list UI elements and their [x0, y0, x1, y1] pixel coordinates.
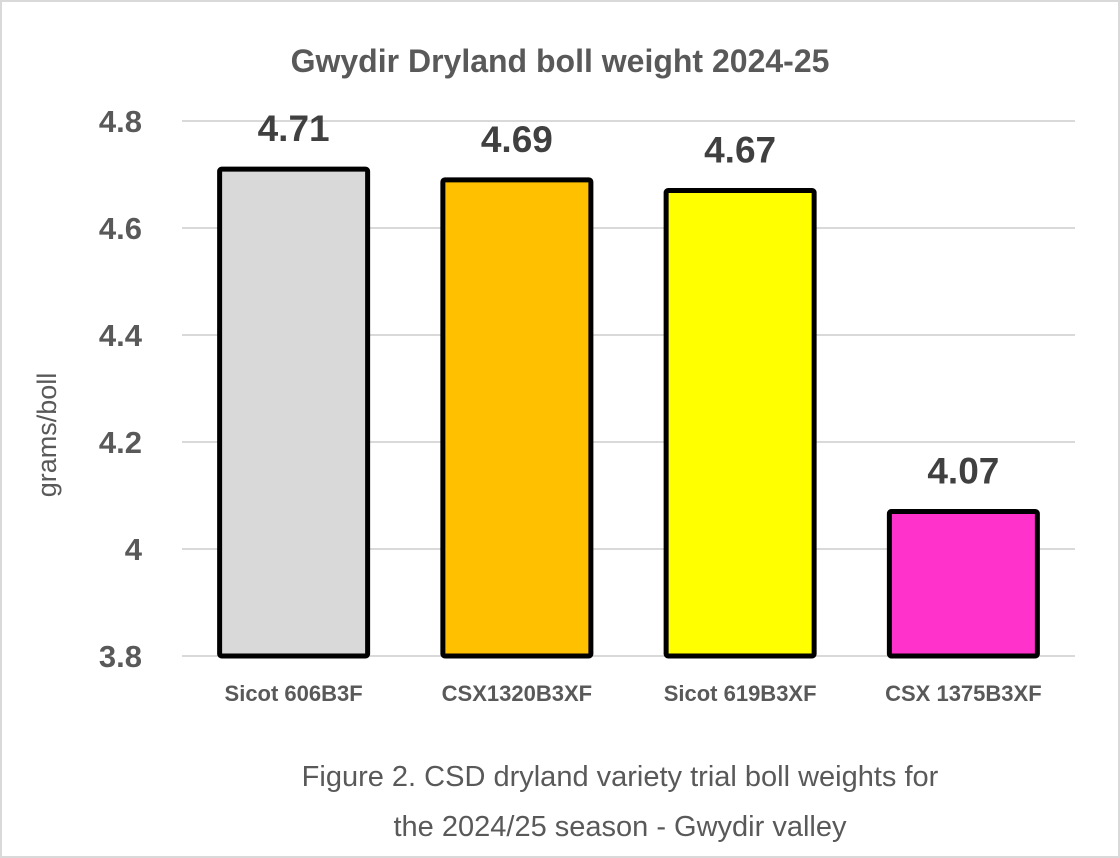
- y-tick-label: 4.2: [99, 425, 142, 460]
- x-category-label: CSX 1375B3XF: [885, 681, 1042, 706]
- y-tick-label: 4.6: [99, 211, 142, 246]
- data-label: 4.67: [704, 130, 776, 171]
- y-tick-label: 4.8: [99, 104, 142, 139]
- data-label: 4.69: [481, 119, 553, 160]
- bar: [440, 177, 594, 659]
- y-axis-label: grams/boll: [32, 373, 62, 498]
- x-category-label: Sicot 606B3F: [225, 681, 363, 706]
- bar: [886, 509, 1040, 659]
- y-tick-label: 4.4: [99, 318, 143, 353]
- y-tick-label: 4: [125, 532, 143, 567]
- x-category-label: CSX1320B3XF: [442, 681, 592, 706]
- x-category-label: Sicot 619B3XF: [664, 681, 817, 706]
- bar: [663, 188, 817, 659]
- bar: [217, 166, 371, 659]
- data-label: 4.07: [927, 451, 999, 492]
- figure-caption-line-2: the 2024/25 season - Gwydir valley: [394, 811, 847, 843]
- data-label: 4.71: [258, 108, 330, 149]
- chart-title: Gwydir Dryland boll weight 2024-25: [291, 43, 830, 79]
- figure-caption-line-1: Figure 2. CSD dryland variety trial boll…: [302, 761, 939, 793]
- y-tick-label: 3.8: [99, 639, 142, 674]
